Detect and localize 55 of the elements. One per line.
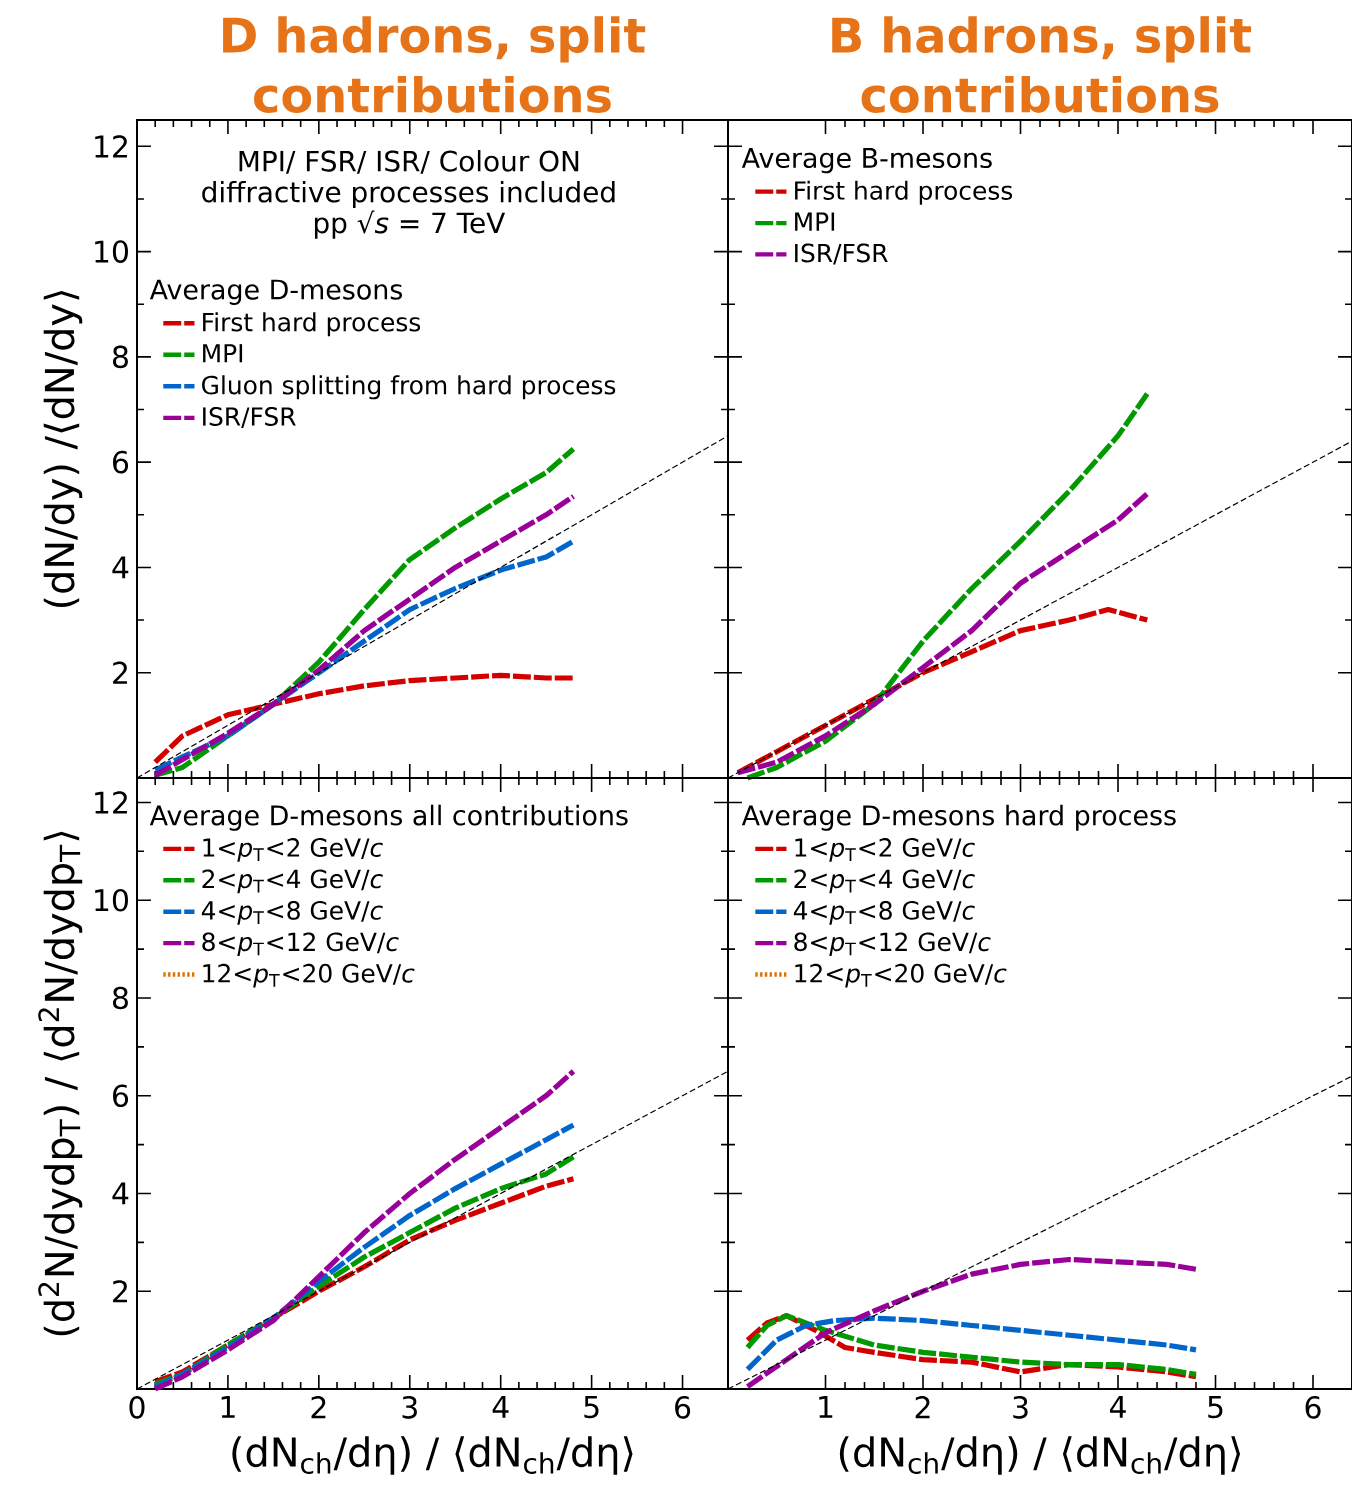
y-tick-label: 10 bbox=[95, 888, 128, 912]
y-tick-label: 8 bbox=[112, 345, 128, 369]
x-tick-label: 2 bbox=[311, 1396, 326, 1419]
legend-label: First hard process bbox=[795, 180, 1013, 205]
legend-label: 1<p$_{T}$<2 GeV/c bbox=[795, 838, 975, 862]
chart-title: B hadrons, split contributions bbox=[832, 16, 1252, 113]
y-tick-label: 2 bbox=[113, 661, 127, 684]
x-tick-label: 5 bbox=[1208, 1396, 1223, 1419]
y-tick-label: 4 bbox=[112, 556, 129, 579]
legend-label: 4<p$_{T}$<8 GeV/c bbox=[793, 900, 975, 925]
legend-label: ISR/FSR bbox=[795, 243, 888, 265]
legend-label: ISR/FSR bbox=[203, 407, 296, 428]
legend-title: Average D-mesons bbox=[149, 279, 403, 305]
legend-label: MPI bbox=[203, 344, 243, 363]
x-axis-title: (dN$_{ch}$/dη) / ⟨dN$_{ch}$/dη⟩ bbox=[839, 1436, 1241, 1475]
chart-title: D hadrons, split contributions bbox=[223, 16, 646, 113]
y-tick-label: 10 bbox=[95, 240, 128, 263]
annotation: MPI/ FSR/ ISR/ Colour ON bbox=[239, 150, 579, 174]
legend-label: 8<p$_{T}$<12 GeV/c bbox=[202, 932, 399, 957]
x-tick-label: 1 bbox=[819, 1396, 833, 1418]
legend-label: 4<p$_{T}$<8 GeV/c bbox=[201, 900, 383, 925]
x-tick-label: 4 bbox=[1109, 1396, 1126, 1418]
legend-title: Average D-mesons hard process bbox=[741, 804, 1176, 831]
y-tick-label: 12 bbox=[95, 791, 127, 814]
x-tick-label: 2 bbox=[915, 1396, 930, 1419]
x-axis-title: (dN$_{ch}$/dη) / ⟨dN$_{ch}$/dη⟩ bbox=[232, 1436, 633, 1475]
annotation: pp √s = 7 TeV bbox=[314, 210, 506, 239]
legend-label: 1<p$_{T}$<2 GeV/c bbox=[203, 838, 383, 862]
legend-title: Average D-mesons all contributions bbox=[149, 804, 628, 831]
y-tick-label: 6 bbox=[113, 450, 129, 474]
x-tick-label: 3 bbox=[402, 1396, 417, 1419]
legend-label: 2<p$_{T}$<4 GeV/c bbox=[794, 869, 975, 894]
x-tick-label: 6 bbox=[675, 1396, 691, 1419]
legend-label: 2<p$_{T}$<4 GeV/c bbox=[202, 869, 383, 894]
legend-title: Average B-mesons bbox=[741, 148, 992, 174]
x-tick-label: 5 bbox=[584, 1396, 599, 1419]
y-tick-label: 8 bbox=[112, 986, 128, 1010]
y-tick-label: 4 bbox=[112, 1182, 129, 1205]
x-tick-label: 4 bbox=[492, 1396, 509, 1418]
x-tick-label: 0 bbox=[129, 1396, 145, 1419]
legend-label: Gluon splitting from hard process bbox=[202, 375, 616, 400]
legend-label: 12<p$_{T}$<20 GeV/c bbox=[795, 963, 1007, 988]
legend-label: 8<p$_{T}$<12 GeV/c bbox=[794, 932, 991, 957]
y-tick-label: 12 bbox=[95, 135, 127, 158]
legend-label: First hard process bbox=[203, 312, 421, 337]
y-tick-label: 2 bbox=[113, 1280, 127, 1303]
text: (d$^{2}$N/dydp$_{T}$) / ⟨d$^{2}$N/dydp$_{T}$⟩ bbox=[38, 831, 83, 1336]
x-tick-label: 1 bbox=[221, 1396, 235, 1418]
y-axis-title: (dN/dy) /⟨dN/dy⟩ bbox=[43, 291, 83, 608]
x-tick-label: 6 bbox=[1305, 1396, 1321, 1419]
y-tick-label: 6 bbox=[113, 1084, 129, 1108]
annotation: diffractive processes included bbox=[202, 180, 615, 208]
legend-label: MPI bbox=[795, 212, 835, 231]
x-tick-label: 3 bbox=[1013, 1396, 1028, 1419]
legend-label: 12<p$_{T}$<20 GeV/c bbox=[203, 963, 415, 988]
